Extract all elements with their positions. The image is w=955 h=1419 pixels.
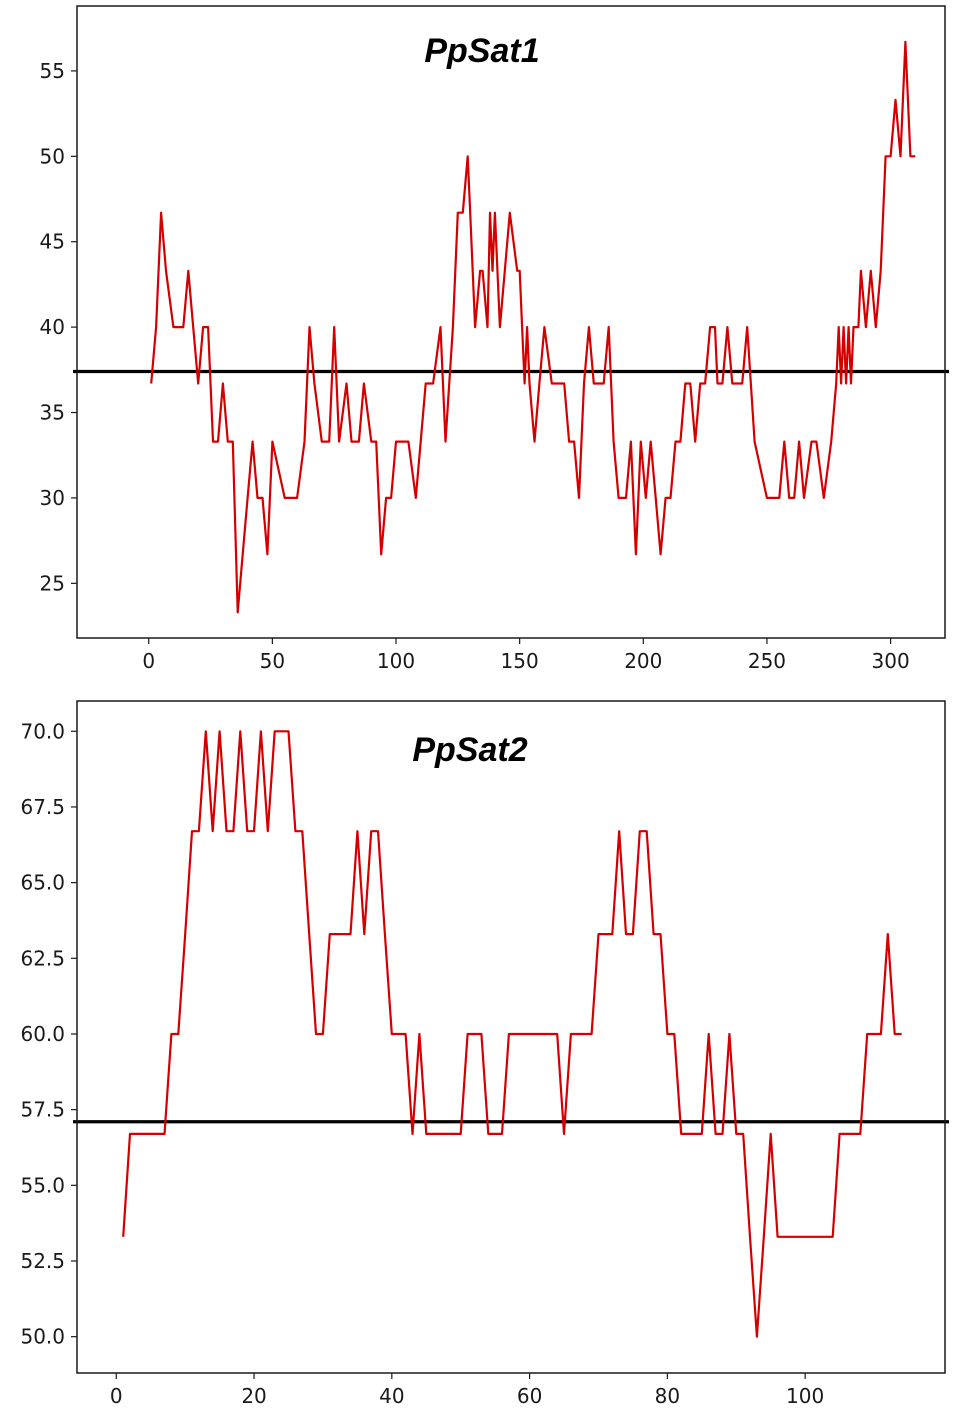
chart-title-ppsat2: PpSat2	[412, 731, 527, 769]
plot-frame-ppsat2	[76, 700, 946, 1374]
x-tick-label-ppsat2: 100	[786, 1384, 824, 1408]
x-tick-label-ppsat2: 40	[379, 1384, 404, 1408]
axis-ticks-ppsat1: 0 50 100 150 200 250 300 25 30 35 40 45 50 55	[40, 59, 910, 673]
y-tick-label-ppsat1: 40	[40, 315, 65, 339]
series-line-ppsat2	[122, 730, 902, 1338]
chart-ppsat1: 0 50 100 150 200 250 300 25 30 35 40 45 50 55 PpSat1	[40, 5, 949, 673]
y-tick-label-ppsat2: 70.0	[20, 719, 65, 743]
y-tick-label-ppsat2: 55.0	[20, 1173, 65, 1197]
x-tick-label-ppsat2: 20	[241, 1384, 266, 1408]
chart-title-ppsat1: PpSat1	[424, 32, 539, 70]
x-tick-label-ppsat1: 0	[142, 649, 155, 673]
x-tick-label-ppsat2: 80	[655, 1384, 680, 1408]
y-tick-label-ppsat1: 30	[40, 486, 65, 510]
x-tick-label-ppsat1: 100	[377, 649, 415, 673]
x-tick-label-ppsat1: 150	[501, 649, 539, 673]
y-tick-label-ppsat2: 50.0	[20, 1325, 65, 1349]
x-tick-label-ppsat1: 200	[624, 649, 662, 673]
x-tick-label-ppsat2: 60	[517, 1384, 542, 1408]
y-tick-label-ppsat1: 55	[40, 59, 65, 83]
x-tick-label-ppsat1: 250	[748, 649, 786, 673]
y-tick-label-ppsat2: 67.5	[20, 795, 65, 819]
x-tick-label-ppsat1: 300	[872, 649, 910, 673]
y-tick-label-ppsat1: 35	[40, 401, 65, 425]
y-tick-label-ppsat2: 65.0	[20, 871, 65, 895]
y-tick-label-ppsat1: 25	[40, 571, 65, 595]
plot-area-ppsat2: 0 20 40 60 80 100 50.0 52.5 55.0 57.5 60.0 62.5 65.0…	[20, 700, 949, 1408]
y-tick-label-ppsat1: 45	[40, 230, 65, 254]
y-tick-label-ppsat2: 62.5	[20, 946, 65, 970]
y-tick-label-ppsat2: 52.5	[20, 1249, 65, 1273]
y-tick-label-ppsat2: 57.5	[20, 1098, 65, 1122]
plot-frame-ppsat1	[76, 5, 946, 639]
chart-ppsat2: 0 20 40 60 80 100 50.0 52.5 55.0 57.5 60.0 62.5 65.0…	[20, 700, 949, 1408]
x-tick-label-ppsat1: 50	[260, 649, 285, 673]
x-tick-label-ppsat2: 0	[110, 1384, 123, 1408]
axis-ticks-ppsat2: 0 20 40 60 80 100 50.0 52.5 55.0 57.5 60.0 62.5 65.0…	[20, 719, 824, 1408]
y-tick-label-ppsat1: 50	[40, 144, 65, 168]
series-line-ppsat1	[150, 40, 916, 614]
plot-area-ppsat1: 0 50 100 150 200 250 300 25 30 35 40 45 50 55	[40, 5, 949, 673]
y-tick-label-ppsat2: 60.0	[20, 1022, 65, 1046]
